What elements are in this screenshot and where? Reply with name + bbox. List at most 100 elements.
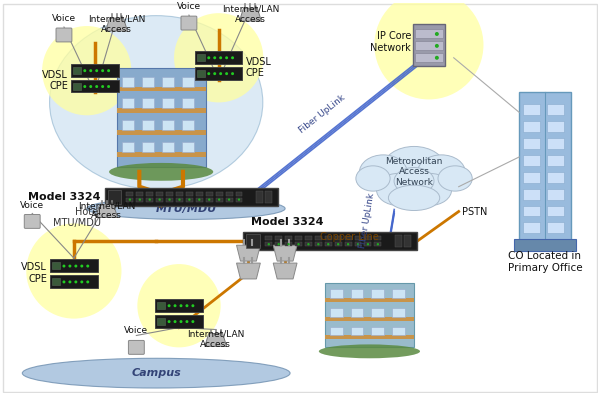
Ellipse shape <box>409 173 452 206</box>
FancyBboxPatch shape <box>415 41 443 50</box>
Circle shape <box>95 85 98 88</box>
Text: Fiber UpLink: Fiber UpLink <box>358 192 377 249</box>
FancyBboxPatch shape <box>404 235 411 247</box>
Ellipse shape <box>376 173 420 206</box>
FancyBboxPatch shape <box>162 120 174 130</box>
FancyBboxPatch shape <box>330 289 343 298</box>
FancyBboxPatch shape <box>142 142 154 152</box>
FancyBboxPatch shape <box>547 206 564 217</box>
Circle shape <box>89 85 92 88</box>
FancyBboxPatch shape <box>196 198 203 202</box>
Circle shape <box>367 243 369 245</box>
FancyBboxPatch shape <box>305 236 312 240</box>
FancyBboxPatch shape <box>547 155 564 166</box>
FancyBboxPatch shape <box>350 289 364 298</box>
FancyBboxPatch shape <box>315 242 322 246</box>
Polygon shape <box>236 263 260 279</box>
FancyBboxPatch shape <box>371 327 385 336</box>
FancyBboxPatch shape <box>523 172 540 183</box>
FancyBboxPatch shape <box>325 242 332 246</box>
Circle shape <box>225 56 228 59</box>
Circle shape <box>86 281 89 283</box>
FancyBboxPatch shape <box>162 98 174 108</box>
FancyBboxPatch shape <box>415 53 443 62</box>
FancyBboxPatch shape <box>350 308 364 317</box>
FancyBboxPatch shape <box>392 289 405 298</box>
FancyBboxPatch shape <box>128 340 144 354</box>
Circle shape <box>80 264 83 268</box>
FancyBboxPatch shape <box>275 236 282 240</box>
FancyBboxPatch shape <box>236 198 242 202</box>
Ellipse shape <box>174 13 263 103</box>
Circle shape <box>74 264 77 268</box>
FancyBboxPatch shape <box>182 77 194 86</box>
Circle shape <box>179 320 182 323</box>
Circle shape <box>188 198 191 201</box>
Circle shape <box>107 85 110 88</box>
FancyBboxPatch shape <box>56 28 72 42</box>
Ellipse shape <box>109 163 213 181</box>
Circle shape <box>178 198 181 201</box>
Polygon shape <box>205 334 227 346</box>
Text: Campus: Campus <box>131 368 181 378</box>
FancyBboxPatch shape <box>523 105 540 115</box>
Circle shape <box>68 264 71 268</box>
FancyBboxPatch shape <box>523 138 540 149</box>
Text: Voice: Voice <box>52 14 76 23</box>
Circle shape <box>213 72 216 75</box>
Circle shape <box>101 85 104 88</box>
Circle shape <box>327 243 329 245</box>
FancyBboxPatch shape <box>52 278 60 285</box>
FancyBboxPatch shape <box>104 188 278 206</box>
Text: VDSL
CPE: VDSL CPE <box>21 262 47 284</box>
Circle shape <box>185 304 188 307</box>
FancyBboxPatch shape <box>122 120 134 130</box>
Circle shape <box>219 56 222 59</box>
Circle shape <box>139 198 141 201</box>
Circle shape <box>191 320 194 323</box>
FancyBboxPatch shape <box>371 308 385 317</box>
FancyBboxPatch shape <box>182 98 194 108</box>
Polygon shape <box>273 263 297 279</box>
FancyBboxPatch shape <box>181 16 197 30</box>
FancyBboxPatch shape <box>142 98 154 108</box>
FancyBboxPatch shape <box>344 236 352 240</box>
Polygon shape <box>95 205 118 217</box>
FancyBboxPatch shape <box>122 98 134 108</box>
Ellipse shape <box>418 155 466 190</box>
FancyBboxPatch shape <box>247 234 260 248</box>
FancyBboxPatch shape <box>392 308 405 317</box>
FancyBboxPatch shape <box>182 120 194 130</box>
FancyBboxPatch shape <box>519 92 571 241</box>
FancyBboxPatch shape <box>127 198 133 202</box>
FancyBboxPatch shape <box>146 192 153 196</box>
FancyBboxPatch shape <box>197 54 205 61</box>
FancyBboxPatch shape <box>350 327 364 336</box>
Text: Hotel
MTU/MDU: Hotel MTU/MDU <box>53 207 101 228</box>
Text: Voice: Voice <box>124 327 148 336</box>
Ellipse shape <box>388 185 440 211</box>
FancyBboxPatch shape <box>392 327 405 336</box>
Circle shape <box>86 264 89 268</box>
FancyBboxPatch shape <box>415 29 443 38</box>
FancyBboxPatch shape <box>325 236 332 240</box>
FancyBboxPatch shape <box>176 198 183 202</box>
FancyBboxPatch shape <box>371 289 385 298</box>
FancyBboxPatch shape <box>325 298 414 302</box>
Circle shape <box>207 72 210 75</box>
FancyBboxPatch shape <box>50 275 98 288</box>
Circle shape <box>213 56 216 59</box>
FancyBboxPatch shape <box>197 70 205 77</box>
Polygon shape <box>239 8 262 21</box>
Circle shape <box>83 85 86 88</box>
Ellipse shape <box>319 344 420 358</box>
Circle shape <box>83 69 86 72</box>
FancyBboxPatch shape <box>256 191 263 202</box>
FancyBboxPatch shape <box>155 315 203 327</box>
Text: CO Located in
Primary Office: CO Located in Primary Office <box>508 251 582 273</box>
FancyBboxPatch shape <box>265 236 272 240</box>
FancyBboxPatch shape <box>71 80 119 92</box>
FancyBboxPatch shape <box>364 242 371 246</box>
Circle shape <box>207 56 210 59</box>
Circle shape <box>89 69 92 72</box>
